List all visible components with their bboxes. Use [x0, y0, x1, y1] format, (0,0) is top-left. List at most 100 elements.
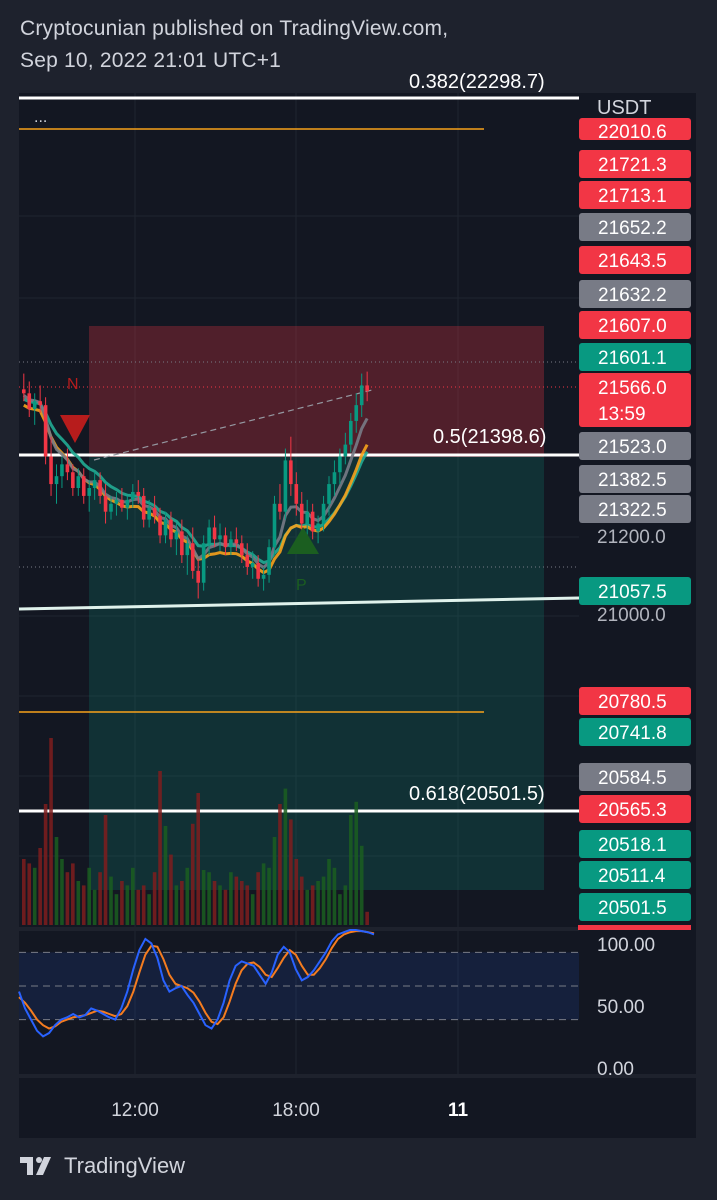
stoch-scale-label: 50.00: [597, 997, 645, 1018]
volume-bar: [234, 876, 239, 925]
candle-body: [109, 503, 113, 512]
volume-bar: [141, 885, 146, 925]
volume-bar: [131, 867, 135, 925]
candle-body: [22, 389, 26, 394]
volume-bar: [163, 826, 168, 925]
volume-bar: [125, 885, 130, 925]
candle-body: [212, 527, 217, 540]
volume-bar: [343, 885, 348, 925]
candle-body: [141, 495, 146, 520]
candle-body: [321, 503, 326, 524]
candle-body: [147, 507, 151, 520]
volume-bar: [261, 863, 266, 925]
candle-body: [180, 531, 184, 556]
volume-bar: [267, 867, 271, 925]
price-tag: [579, 718, 691, 746]
price-tag: [579, 830, 691, 858]
volume-bar: [256, 872, 260, 925]
price-tag-label: 21721.3: [598, 155, 667, 176]
stoch-scale-label: 0.00: [597, 1059, 634, 1080]
publisher-line: Cryptocunian published on TradingView.co…: [20, 17, 449, 40]
candle-body: [152, 507, 157, 516]
candle-body: [289, 460, 293, 485]
volume-bar: [109, 876, 113, 925]
fib-label-05: 0.5(21398.6): [433, 426, 546, 448]
volume-bar: [310, 885, 315, 925]
price-tag-label: 21601.1: [598, 348, 667, 369]
candle-body: [81, 476, 86, 496]
volume-bar: [283, 788, 288, 925]
volume-bar: [32, 867, 37, 925]
volume-bar: [174, 885, 179, 925]
candle-body: [223, 535, 228, 548]
candle-body: [43, 405, 48, 457]
stoch-pane: [19, 931, 579, 1074]
volume-bar: [278, 804, 282, 925]
volume-bar: [349, 815, 353, 925]
candle-body: [27, 393, 32, 410]
price-tag: [579, 150, 691, 178]
volume-bar: [223, 889, 228, 925]
volume-bar: [250, 894, 255, 925]
candle-body: [185, 543, 190, 556]
price-tag: [579, 432, 691, 460]
candle-body: [65, 464, 70, 473]
volume-bar: [22, 859, 26, 925]
price-tag-label: 21322.5: [598, 500, 667, 521]
volume-bar: [196, 793, 200, 925]
candle-body: [343, 444, 348, 457]
candle-body: [92, 480, 97, 489]
volume-bar: [272, 837, 277, 925]
volume-bar: [60, 859, 64, 925]
volume-bar: [27, 863, 32, 925]
price-tick: 21000.0: [597, 605, 666, 626]
candle-body: [294, 484, 299, 504]
volume-bar: [65, 872, 70, 925]
candle-body: [299, 503, 304, 524]
candle-body: [103, 495, 108, 512]
price-tick: 21200.0: [597, 527, 666, 548]
collapsed-indicator: ...: [34, 109, 47, 126]
price-tag-countdown: 13:59: [598, 404, 646, 425]
candle-body: [218, 535, 222, 540]
volume-bar: [180, 881, 184, 925]
candle-body: [234, 539, 239, 544]
price-tag-label: 20518.1: [598, 835, 667, 856]
tradingview-brand[interactable]: TradingView: [20, 1153, 185, 1179]
sell-marker-icon: [60, 415, 90, 443]
price-tag-label: 21382.5: [598, 470, 667, 491]
price-tag: [579, 687, 691, 715]
buy-marker-icon: [287, 527, 319, 554]
price-tag-label: 21523.0: [598, 437, 667, 458]
volume-bar: [114, 894, 119, 925]
volume-bar: [305, 889, 309, 925]
volume-bar: [212, 881, 217, 925]
candle-body: [71, 472, 75, 489]
currency-label: USDT: [597, 97, 651, 119]
price-tag: [579, 181, 691, 209]
candle-body: [283, 460, 288, 512]
candle-body: [354, 405, 359, 421]
candle-body: [190, 543, 195, 571]
candle-body: [158, 515, 162, 536]
candle-body: [316, 523, 320, 532]
price-tag-label: 20741.8: [598, 723, 667, 744]
candle-body: [229, 539, 233, 548]
candle-body: [310, 511, 315, 532]
volume-bar: [136, 889, 141, 925]
price-tag: [579, 343, 691, 371]
volume-bar: [71, 863, 75, 925]
candle-body: [38, 401, 42, 406]
price-tag: [579, 246, 691, 274]
ema-line: [23, 397, 369, 565]
candle-body: [131, 491, 135, 500]
candle-body: [278, 503, 282, 512]
candle-body: [98, 480, 102, 496]
price-tag-label: 21607.0: [598, 316, 667, 337]
candle-body: [359, 385, 364, 406]
stoch-k-line: [18, 929, 375, 1038]
brand-name: TradingView: [64, 1153, 186, 1178]
price-tag: [579, 861, 691, 889]
price-tag: [579, 311, 691, 339]
